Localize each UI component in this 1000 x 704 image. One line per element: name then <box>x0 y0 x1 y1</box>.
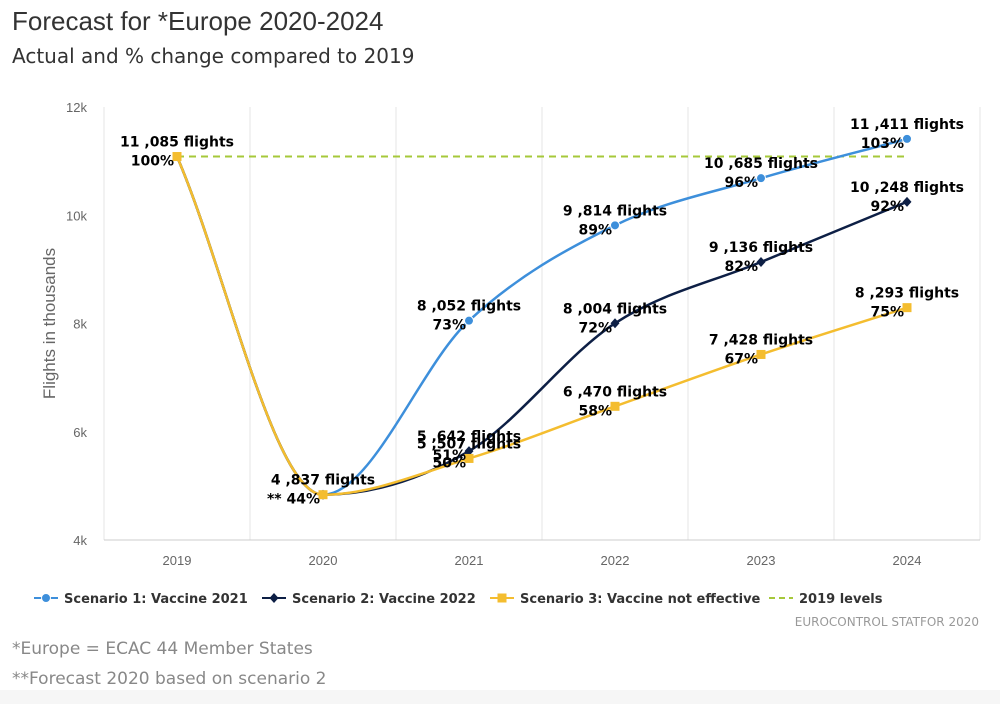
label-pct-scenario-2-vaccine-2022-2024: 92% <box>870 199 904 215</box>
legend[interactable]: Scenario 1: Vaccine 2021 Scenario 2: Vacc… <box>34 592 883 607</box>
chart-subtitle: Actual and % change compared to 2019 <box>12 44 415 68</box>
label-pct-scenario-1-vaccine-2021-2024: 103% <box>861 136 904 152</box>
point-scenario-1-vaccine-2021-2024 <box>902 133 912 144</box>
label-pct-scenario-2-vaccine-2022-2020: ** 44% <box>267 492 320 508</box>
point-scenario-1-vaccine-2021-2023 <box>756 173 766 184</box>
label-pct-scenario-3-vaccine-not-effective-2019: 100% <box>131 154 174 170</box>
series-scenario-2-vaccine-2022 <box>175 156 912 500</box>
legend-label-scenario-3-vaccine-not-effective: Scenario 3: Vaccine not effective <box>520 592 761 607</box>
x-tick-2020: 2020 <box>309 553 338 568</box>
series-layer <box>172 133 912 500</box>
point-scenario-1-vaccine-2021-2022 <box>610 220 620 231</box>
label-flights-scenario-1-vaccine-2021-2022: 9 ,814 flights <box>563 203 667 219</box>
y-tick-6k: 6k <box>73 425 87 440</box>
point-scenario-1-vaccine-2021-2021 <box>464 315 474 326</box>
point-scenario-2-vaccine-2022-2021 <box>464 446 474 457</box>
label-pct-scenario-3-vaccine-not-effective-2021: 50% <box>432 455 466 471</box>
label-pct-scenario-3-vaccine-not-effective-2024: 75% <box>870 305 904 321</box>
series-scenario-3-vaccine-not-effective <box>172 152 912 500</box>
label-flights-scenario-1-vaccine-2021-2024: 11 ,411 flights <box>850 117 964 133</box>
point-scenario-3-vaccine-not-effective-2024 <box>902 303 912 313</box>
legend-label-scenario-1-vaccine-2021: Scenario 1: Vaccine 2021 <box>64 592 248 607</box>
label-flights-scenario-2-vaccine-2022-2023: 9 ,136 flights <box>709 240 813 256</box>
y-tick-4k: 4k <box>73 533 87 548</box>
x-tick-2019: 2019 <box>163 553 192 568</box>
label-flights-scenario-2-vaccine-2022-2021: 5 ,642 flights <box>417 429 521 445</box>
x-tick-2021: 2021 <box>455 553 484 568</box>
y-axis: 4k 6k 8k 10k 12k Flights in thousands <box>40 100 87 548</box>
legend-item-scenario-3-vaccine-not-effective[interactable]: Scenario 3: Vaccine not effective <box>490 592 761 607</box>
label-pct-scenario-2-vaccine-2022-2023: 82% <box>724 259 758 275</box>
footnote-forecast-2020: **Forecast 2020 based on scenario 2 <box>12 669 327 689</box>
chart-credit: EUROCONTROL STATFOR 2020 <box>795 615 979 629</box>
point-scenario-3-vaccine-not-effective-2019 <box>172 152 182 162</box>
legend-label-2019-levels: 2019 levels <box>799 592 883 607</box>
legend-marker-scenario-2-vaccine-2022 <box>269 593 279 603</box>
legend-marker-scenario-1-vaccine-2021 <box>41 593 51 603</box>
label-flights-scenario-2-vaccine-2022-2020: 4 ,837 flights <box>271 473 375 489</box>
x-tick-2024: 2024 <box>893 553 922 568</box>
forecast-line-chart: 4k 6k 8k 10k 12k Flights in thousands 2019 202… <box>34 100 981 629</box>
label-flights-scenario-2-vaccine-2022-2022: 8 ,004 flights <box>563 301 667 317</box>
legend-item-scenario-1-vaccine-2021[interactable]: Scenario 1: Vaccine 2021 <box>34 592 248 607</box>
label-flights-scenario-3-vaccine-not-effective-2019: 11 ,085 flights <box>120 135 234 151</box>
y-tick-12k: 12k <box>66 100 87 115</box>
point-scenario-2-vaccine-2022-2022 <box>610 318 620 329</box>
y-tick-8k: 8k <box>73 317 87 332</box>
label-flights-scenario-1-vaccine-2021-2023: 10 ,685 flights <box>704 156 818 172</box>
point-scenario-2-vaccine-2022-2024 <box>902 196 912 207</box>
label-pct-scenario-2-vaccine-2022-2021: 51% <box>432 448 466 464</box>
x-axis: 2019 2020 2021 2022 2023 2024 <box>163 553 922 568</box>
series-scenario-1-vaccine-2021 <box>175 133 912 500</box>
point-scenario-3-vaccine-not-effective-2023 <box>756 349 766 359</box>
label-flights-scenario-3-vaccine-not-effective-2021: 5 ,507 flights <box>417 436 521 452</box>
label-pct-scenario-3-vaccine-not-effective-2022: 58% <box>578 403 612 419</box>
label-flights-scenario-3-vaccine-not-effective-2022: 6 ,470 flights <box>563 384 667 400</box>
footnotes: *Europe = ECAC 44 Member States **Foreca… <box>12 637 327 697</box>
chart-title: Forecast for *Europe 2020-2024 <box>12 6 384 36</box>
legend-item-scenario-2-vaccine-2022[interactable]: Scenario 2: Vaccine 2022 <box>262 592 476 607</box>
footnote-europe: *Europe = ECAC 44 Member States <box>12 639 313 659</box>
label-pct-scenario-2-vaccine-2022-2022: 72% <box>578 320 612 336</box>
point-scenario-3-vaccine-not-effective-2020 <box>318 490 328 500</box>
label-flights-scenario-2-vaccine-2022-2024: 10 ,248 flights <box>850 180 964 196</box>
footer-band <box>0 690 1000 704</box>
legend-marker-scenario-3-vaccine-not-effective <box>497 593 507 603</box>
label-pct-scenario-1-vaccine-2021-2023: 96% <box>724 175 758 191</box>
y-axis-label: Flights in thousands <box>40 248 59 399</box>
x-tick-2022: 2022 <box>601 553 630 568</box>
point-scenario-3-vaccine-not-effective-2022 <box>610 401 620 411</box>
label-pct-scenario-1-vaccine-2021-2022: 89% <box>578 222 612 238</box>
data-labels: 8 ,052 flights 73% 9 ,814 flights 89% 10 ,68… <box>120 117 964 508</box>
point-scenario-2-vaccine-2022-2023 <box>756 257 766 268</box>
x-tick-2023: 2023 <box>747 553 776 568</box>
label-pct-scenario-1-vaccine-2021-2021: 73% <box>432 318 466 334</box>
label-pct-scenario-3-vaccine-not-effective-2023: 67% <box>724 351 758 367</box>
legend-label-scenario-2-vaccine-2022: Scenario 2: Vaccine 2022 <box>292 592 476 607</box>
legend-item-2019-levels[interactable]: 2019 levels <box>769 592 883 607</box>
label-flights-scenario-3-vaccine-not-effective-2023: 7 ,428 flights <box>709 332 813 348</box>
label-flights-scenario-3-vaccine-not-effective-2024: 8 ,293 flights <box>855 286 959 302</box>
point-scenario-3-vaccine-not-effective-2021 <box>464 453 474 463</box>
grid-lines <box>103 107 981 541</box>
label-flights-scenario-1-vaccine-2021-2021: 8 ,052 flights <box>417 299 521 315</box>
y-tick-10k: 10k <box>66 208 87 223</box>
